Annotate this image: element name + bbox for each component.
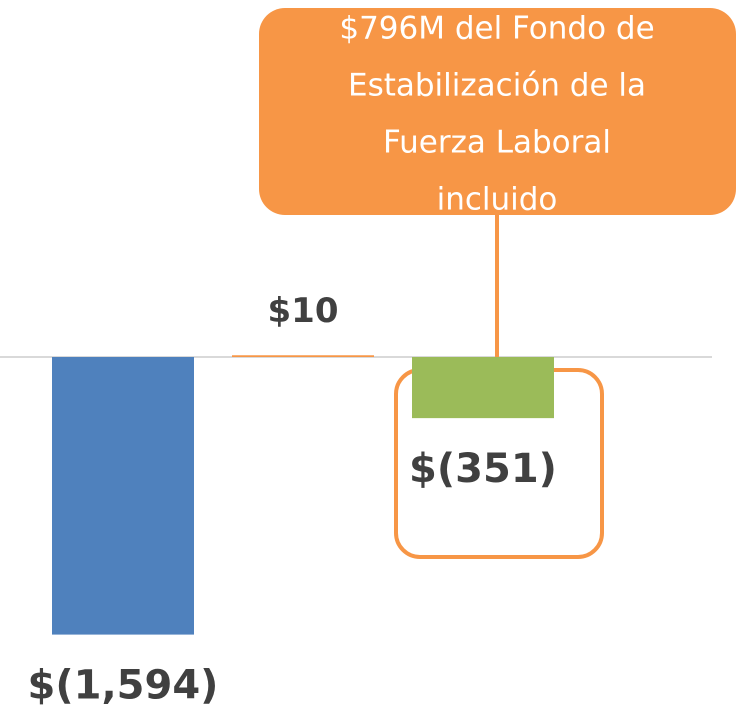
bar bbox=[412, 357, 554, 419]
value-label: $(351) bbox=[409, 446, 557, 492]
annotation-text: Fuerza Laboral bbox=[383, 125, 611, 161]
bar bbox=[232, 355, 374, 357]
bar bbox=[52, 357, 194, 635]
value-label: $10 bbox=[268, 291, 339, 331]
annotation-text: Estabilización de la bbox=[348, 68, 646, 104]
value-label: $(1,594) bbox=[28, 663, 219, 709]
annotation-box bbox=[259, 8, 736, 215]
annotation-text: incluido bbox=[437, 182, 558, 218]
annotation-text: $796M del Fondo de bbox=[339, 11, 654, 47]
